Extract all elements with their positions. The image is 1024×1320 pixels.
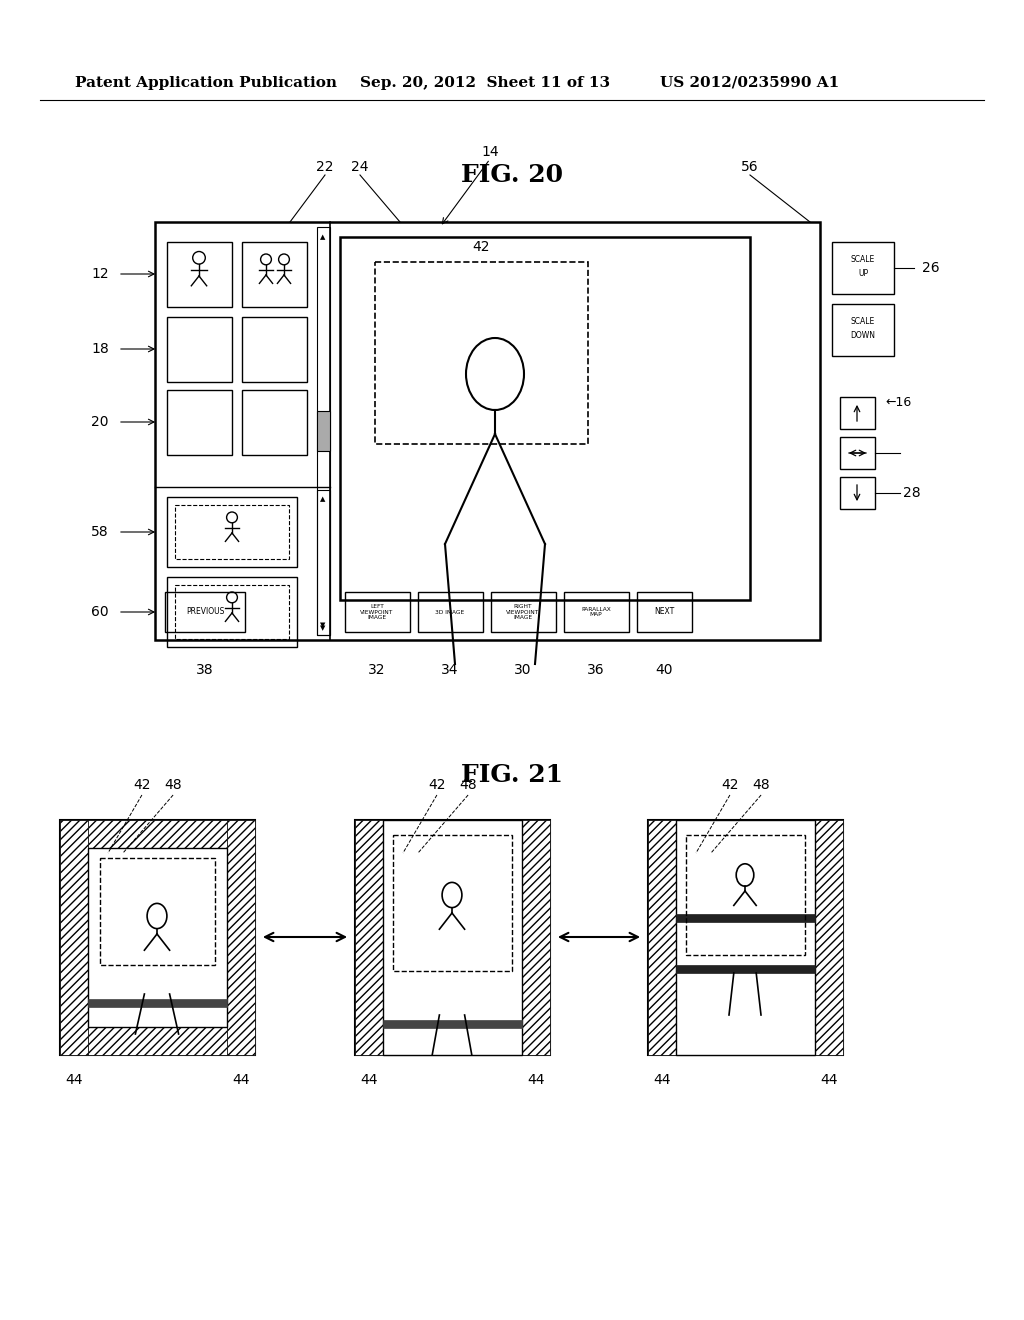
Bar xyxy=(88,1027,227,1055)
Text: 18: 18 xyxy=(91,342,109,356)
Bar xyxy=(831,304,894,356)
Bar xyxy=(242,242,307,308)
Text: ▲: ▲ xyxy=(321,496,326,502)
Bar xyxy=(375,261,588,444)
Bar xyxy=(490,591,556,632)
Bar xyxy=(340,238,750,601)
Text: 48: 48 xyxy=(164,777,182,792)
Bar xyxy=(648,820,843,1055)
Bar xyxy=(175,506,289,558)
Text: FIG. 20: FIG. 20 xyxy=(461,162,563,187)
Text: 28: 28 xyxy=(903,486,921,500)
Bar xyxy=(60,820,88,1055)
Text: 34: 34 xyxy=(441,663,459,677)
Text: RIGHT
VIEWPOINT
IMAGE: RIGHT VIEWPOINT IMAGE xyxy=(507,603,540,620)
Text: 44: 44 xyxy=(360,1073,378,1086)
Text: 42: 42 xyxy=(428,777,445,792)
Text: 42: 42 xyxy=(472,240,489,253)
Text: ▼: ▼ xyxy=(321,624,326,631)
Text: ←16: ←16 xyxy=(885,396,911,408)
Text: 20: 20 xyxy=(91,414,109,429)
Bar xyxy=(393,836,512,972)
Text: 48: 48 xyxy=(753,777,770,792)
Bar xyxy=(345,591,410,632)
Bar xyxy=(564,591,629,632)
Text: 3D IMAGE: 3D IMAGE xyxy=(435,610,465,615)
Bar xyxy=(167,317,232,381)
Text: 60: 60 xyxy=(91,605,109,619)
Bar xyxy=(686,836,805,954)
Bar xyxy=(840,397,874,429)
Text: 56: 56 xyxy=(741,160,759,174)
Text: 58: 58 xyxy=(91,525,109,539)
Bar xyxy=(165,591,245,632)
Bar xyxy=(522,820,550,1055)
Text: FIG. 21: FIG. 21 xyxy=(461,763,563,787)
Text: 12: 12 xyxy=(91,267,109,281)
Text: 48: 48 xyxy=(460,777,477,792)
Text: US 2012/0235990 A1: US 2012/0235990 A1 xyxy=(660,77,840,90)
Bar xyxy=(227,820,255,1055)
Bar xyxy=(840,477,874,510)
Text: 14: 14 xyxy=(481,145,499,158)
Text: PREVIOUS: PREVIOUS xyxy=(185,607,224,616)
Bar xyxy=(676,820,815,1055)
Text: 44: 44 xyxy=(66,1073,83,1086)
Text: 26: 26 xyxy=(922,261,940,275)
Text: 42: 42 xyxy=(721,777,738,792)
Text: 40: 40 xyxy=(655,663,673,677)
Text: SCALE: SCALE xyxy=(851,256,876,264)
Text: NEXT: NEXT xyxy=(654,607,674,616)
Text: 44: 44 xyxy=(820,1073,838,1086)
Bar xyxy=(637,591,692,632)
Bar xyxy=(840,437,874,469)
Bar xyxy=(317,227,330,635)
Text: ▲: ▲ xyxy=(321,234,326,240)
Bar xyxy=(242,317,307,381)
Bar xyxy=(383,1020,522,1028)
Bar xyxy=(648,820,676,1055)
Text: 44: 44 xyxy=(527,1073,545,1086)
Bar xyxy=(418,591,483,632)
Bar xyxy=(175,585,289,639)
Text: DOWN: DOWN xyxy=(851,331,876,341)
Text: UP: UP xyxy=(858,269,868,279)
Bar xyxy=(317,411,330,451)
Text: SCALE: SCALE xyxy=(851,318,876,326)
Bar xyxy=(815,820,843,1055)
Bar xyxy=(167,498,297,568)
Text: 44: 44 xyxy=(232,1073,250,1086)
Bar xyxy=(60,820,255,1055)
Bar xyxy=(676,913,815,921)
Bar xyxy=(242,389,307,455)
Bar xyxy=(317,490,330,635)
Text: 24: 24 xyxy=(351,160,369,174)
Text: Sep. 20, 2012  Sheet 11 of 13: Sep. 20, 2012 Sheet 11 of 13 xyxy=(360,77,610,90)
Text: 22: 22 xyxy=(316,160,334,174)
Text: 38: 38 xyxy=(197,663,214,677)
Text: PARALLAX
MAP: PARALLAX MAP xyxy=(582,607,611,618)
Bar xyxy=(383,820,522,1055)
Text: Patent Application Publication: Patent Application Publication xyxy=(75,77,337,90)
Text: 42: 42 xyxy=(133,777,151,792)
Bar xyxy=(100,858,215,965)
Text: ▼: ▼ xyxy=(321,622,326,628)
Bar xyxy=(155,222,820,640)
Bar xyxy=(676,965,815,973)
Bar xyxy=(831,242,894,294)
Bar xyxy=(88,820,227,847)
Text: 32: 32 xyxy=(369,663,386,677)
Text: 30: 30 xyxy=(514,663,531,677)
Text: LEFT
VIEWPOINT
IMAGE: LEFT VIEWPOINT IMAGE xyxy=(360,603,393,620)
Bar xyxy=(88,999,227,1007)
Text: 36: 36 xyxy=(587,663,605,677)
Bar xyxy=(167,389,232,455)
Bar xyxy=(355,820,383,1055)
Bar xyxy=(88,847,227,1027)
Bar xyxy=(167,242,232,308)
Text: 44: 44 xyxy=(653,1073,671,1086)
Bar xyxy=(167,577,297,647)
Bar xyxy=(355,820,550,1055)
